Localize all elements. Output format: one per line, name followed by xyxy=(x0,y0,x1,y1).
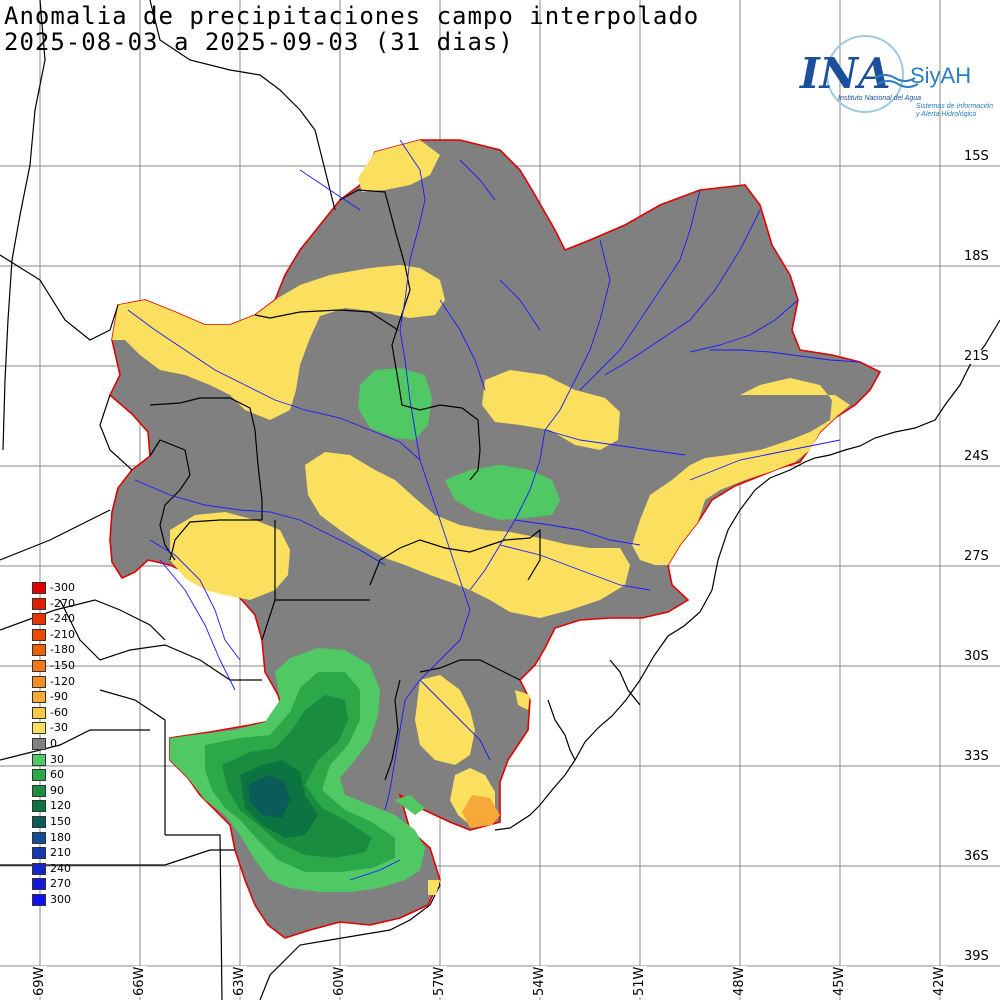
legend-item: 300 xyxy=(32,892,92,908)
legend-item: 30 xyxy=(32,752,92,768)
longitude-label: 69W xyxy=(32,965,47,997)
longitude-label: 66W xyxy=(132,965,147,997)
longitude-label: 42W xyxy=(932,965,947,997)
legend-item: 150 xyxy=(32,814,92,830)
logo-brand-text: SiyAH xyxy=(910,63,971,88)
legend-label: 240 xyxy=(50,861,71,875)
legend-swatch xyxy=(32,659,46,672)
longitude-label: 63W xyxy=(232,965,247,997)
legend-item: -240 xyxy=(32,611,92,627)
longitude-label: 48W xyxy=(732,965,747,997)
anomaly-negative-30 xyxy=(112,140,850,895)
legend-swatch xyxy=(32,737,46,750)
legend-swatch xyxy=(32,644,46,657)
legend-item: 0 xyxy=(32,736,92,752)
legend-swatch xyxy=(32,691,46,704)
legend-swatch xyxy=(32,706,46,719)
legend-label: 210 xyxy=(50,846,71,860)
legend-swatch xyxy=(32,613,46,626)
latitude-label: 24S xyxy=(963,449,990,464)
legend-swatch xyxy=(32,769,46,782)
legend-label: 120 xyxy=(50,799,71,813)
legend-label: -300 xyxy=(50,581,75,594)
legend-label: -150 xyxy=(50,658,75,672)
legend-item: 60 xyxy=(32,767,92,783)
legend-swatch xyxy=(32,753,46,766)
legend-label: 270 xyxy=(50,877,71,891)
logo-subtitle-3: y Alerta Hidrológico xyxy=(915,111,977,118)
legend-label: -210 xyxy=(50,627,75,641)
anomaly-positive-150 xyxy=(248,775,290,818)
political-borders xyxy=(0,0,541,1000)
legend-label: -120 xyxy=(50,674,75,688)
legend-item: 180 xyxy=(32,830,92,846)
legend-label: 180 xyxy=(50,830,71,844)
legend-swatch xyxy=(32,862,46,875)
map-date-range: 2025-08-03 a 2025-09-03 (31 dias) xyxy=(4,28,514,56)
rivers xyxy=(127,139,861,881)
legend-item: 240 xyxy=(32,861,92,877)
logo-subtitle-1: Instituto Nacional del Agua xyxy=(838,95,921,102)
legend-label: 150 xyxy=(50,814,71,828)
logo-subtitle-2: Sistemas de Información xyxy=(916,103,993,110)
legend-label: -30 xyxy=(50,721,68,735)
legend-item: -60 xyxy=(32,705,92,721)
legend-item: 120 xyxy=(32,798,92,814)
color-legend: -300 -270 -240 -210 -180 -150 -120 -90 -60 -30 0 30… xyxy=(32,580,92,907)
legend-swatch xyxy=(32,815,46,828)
legend-item: -180 xyxy=(32,642,92,658)
legend-swatch xyxy=(32,831,46,844)
legend-item: -150 xyxy=(32,658,92,674)
legend-item: -120 xyxy=(32,674,92,690)
legend-swatch xyxy=(32,722,46,735)
legend-swatch xyxy=(32,893,46,906)
latitude-label: 15S xyxy=(963,149,990,164)
latitude-label: 33S xyxy=(963,749,990,764)
longitude-label: 57W xyxy=(432,965,447,997)
latitude-label: 18S xyxy=(963,249,990,264)
legend-label: -180 xyxy=(50,643,75,657)
legend-label: -90 xyxy=(50,690,68,704)
latitude-label: 27S xyxy=(963,549,990,564)
longitude-label: 54W xyxy=(532,965,547,997)
legend-label: 90 xyxy=(50,783,64,797)
latitude-label: 21S xyxy=(963,349,990,364)
legend-label: -270 xyxy=(50,596,75,610)
longitude-label: 60W xyxy=(332,965,347,997)
legend-item: 90 xyxy=(32,783,92,799)
map-title: Anomalia de precipitaciones campo interp… xyxy=(4,2,700,30)
longitude-label: 45W xyxy=(832,965,847,997)
legend-item: -300 xyxy=(32,580,92,596)
longitude-label: 51W xyxy=(632,965,647,997)
legend-label: 60 xyxy=(50,768,64,782)
legend-swatch xyxy=(32,582,46,594)
legend-item: -270 xyxy=(32,596,92,612)
legend-swatch xyxy=(32,878,46,891)
legend-item: -30 xyxy=(32,720,92,736)
latitude-label: 30S xyxy=(963,649,990,664)
legend-swatch xyxy=(32,628,46,641)
legend-swatch xyxy=(32,675,46,688)
legend-label: 300 xyxy=(50,892,71,906)
legend-label: -240 xyxy=(50,612,75,626)
legend-swatch xyxy=(32,800,46,813)
latitude-label: 39S xyxy=(963,949,990,964)
legend-swatch xyxy=(32,847,46,860)
legend-swatch xyxy=(32,784,46,797)
legend-label: 0 xyxy=(50,736,57,750)
latitude-label: 36S xyxy=(963,849,990,864)
legend-item: -90 xyxy=(32,689,92,705)
legend-swatch xyxy=(32,597,46,610)
anomaly-negative-60 xyxy=(462,795,500,828)
legend-label: 30 xyxy=(50,752,64,766)
legend-label: -60 xyxy=(50,705,68,719)
ina-siyah-logo: INA SiyAH Instituto Nacional del Agua Si… xyxy=(790,28,995,128)
logo-main-text: INA xyxy=(799,49,891,98)
legend-item: 210 xyxy=(32,845,92,861)
legend-item: -210 xyxy=(32,627,92,643)
legend-item: 270 xyxy=(32,876,92,892)
